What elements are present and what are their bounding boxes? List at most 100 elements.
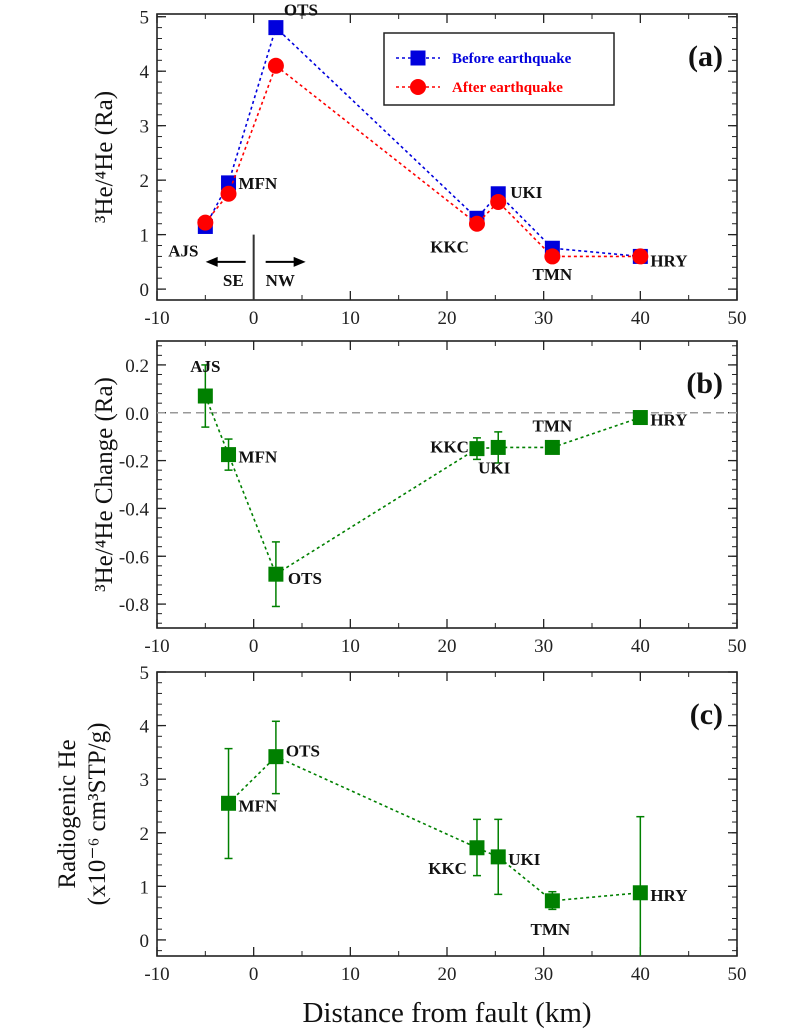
y-tick-label: 0: [140, 931, 150, 952]
y-tick-label: -0.6: [119, 547, 149, 568]
x-tick-label: 0: [249, 308, 259, 329]
y-tick-label: 3: [140, 117, 150, 138]
y-tick-label: -0.4: [119, 499, 150, 520]
data-point: [544, 248, 561, 265]
site-label: KKC: [430, 438, 469, 457]
site-label: HRY: [650, 886, 687, 905]
x-tick-label: 20: [438, 308, 457, 329]
site-label: TMN: [531, 920, 571, 939]
x-tick-label: 40: [631, 964, 650, 985]
site-label: UKI: [510, 183, 543, 202]
y-tick-label: 1: [140, 877, 150, 898]
x-tick-label: 40: [631, 308, 650, 329]
site-label: HRY: [650, 411, 687, 430]
x-tick-label: 30: [534, 964, 553, 985]
site-label: MFN: [239, 796, 278, 815]
panel-label: (a): [688, 40, 723, 73]
legend-entry: Before earthquake: [452, 51, 572, 67]
x-tick-label: 40: [631, 636, 650, 657]
site-label: OTS: [288, 569, 322, 588]
series-line: [227, 755, 641, 902]
x-tick-label: -10: [144, 964, 169, 985]
x-tick-label: 50: [728, 964, 747, 985]
data-point: [632, 248, 649, 265]
data-point: [468, 215, 485, 232]
x-tick-label: 10: [341, 964, 360, 985]
y-axis-label: Radiogenic He: [54, 739, 81, 888]
site-label: AJS: [190, 357, 220, 376]
site-label: UKI: [508, 850, 541, 869]
y-axis-label: ³He/⁴He Change (Ra): [91, 377, 118, 592]
site-label: OTS: [284, 1, 318, 20]
legend-marker: [410, 50, 426, 66]
data-point: [469, 840, 485, 856]
y-tick-label: 1: [140, 226, 150, 247]
site-label: KKC: [428, 859, 467, 878]
data-point: [197, 388, 213, 404]
x-tick-label: 10: [341, 636, 360, 657]
data-point: [490, 439, 506, 455]
x-tick-label: 30: [534, 308, 553, 329]
data-point: [268, 20, 284, 36]
site-label: MFN: [239, 174, 278, 193]
y-tick-label: 2: [140, 171, 150, 192]
y-tick-label: -0.8: [119, 595, 149, 616]
data-point: [220, 185, 237, 202]
x-tick-label: 0: [249, 636, 259, 657]
site-label: AJS: [168, 241, 198, 260]
y-axis-label: ³He/⁴He (Ra): [91, 91, 118, 223]
se-label: SE: [223, 271, 244, 290]
y-tick-label: -0.2: [119, 452, 149, 473]
panel-label: (b): [686, 367, 723, 400]
legend-marker: [410, 79, 426, 95]
data-point: [221, 175, 237, 191]
nw-label: NW: [266, 271, 295, 290]
x-tick-label: 50: [728, 636, 747, 657]
data-point: [221, 795, 237, 811]
se-arrowhead: [205, 256, 218, 267]
x-tick-label: 50: [728, 308, 747, 329]
x-tick-label: 30: [534, 636, 553, 657]
data-point: [490, 193, 507, 210]
data-point: [544, 439, 560, 455]
site-label: HRY: [650, 251, 687, 270]
site-label: UKI: [478, 458, 511, 477]
y-tick-label: 5: [140, 8, 150, 29]
nw-arrowhead: [293, 256, 306, 267]
x-tick-label: 10: [341, 308, 360, 329]
y-tick-label: 0: [140, 280, 150, 301]
site-label: OTS: [286, 742, 320, 761]
x-tick-label: -10: [144, 636, 169, 657]
series-line: [204, 395, 641, 576]
data-point: [268, 566, 284, 582]
site-label: TMN: [533, 265, 573, 284]
data-point: [632, 410, 648, 426]
legend-entry: After earthquake: [452, 80, 563, 96]
y-tick-label: 3: [140, 770, 150, 791]
y-axis-label: (x10⁻⁶ cm³STP/g): [84, 723, 111, 906]
panel-label: (c): [690, 698, 723, 731]
legend: Before earthquake After earthquake: [383, 32, 615, 106]
panel-a: -10 0 10 20 30 40 50 0 1 2 3 4 5 ³He/⁴He (Ra) (a) SE NW A…: [91, 1, 747, 329]
data-point: [268, 749, 284, 765]
x-tick-label: 20: [438, 964, 457, 985]
y-tick-label: 5: [140, 663, 150, 684]
x-axis-label: Distance from fault (km): [302, 997, 591, 1029]
data-point: [221, 447, 237, 463]
data-point: [197, 214, 214, 231]
data-point: [469, 441, 485, 457]
data-point: [544, 893, 560, 909]
site-label: TMN: [533, 416, 573, 435]
y-tick-label: 2: [140, 824, 150, 845]
y-tick-label: 0.2: [125, 356, 149, 377]
x-tick-label: -10: [144, 308, 169, 329]
site-label: KKC: [430, 237, 469, 256]
site-label: MFN: [239, 448, 278, 467]
data-point: [267, 57, 284, 74]
panel-c: -10 0 10 20 30 40 50 0 1 2 3 4 5 Radiogenic He (x10⁻⁶ …: [54, 663, 747, 1029]
plot-frame: [156, 340, 738, 629]
data-point: [632, 885, 648, 901]
x-tick-label: 0: [249, 964, 259, 985]
y-tick-label: 4: [140, 62, 150, 83]
